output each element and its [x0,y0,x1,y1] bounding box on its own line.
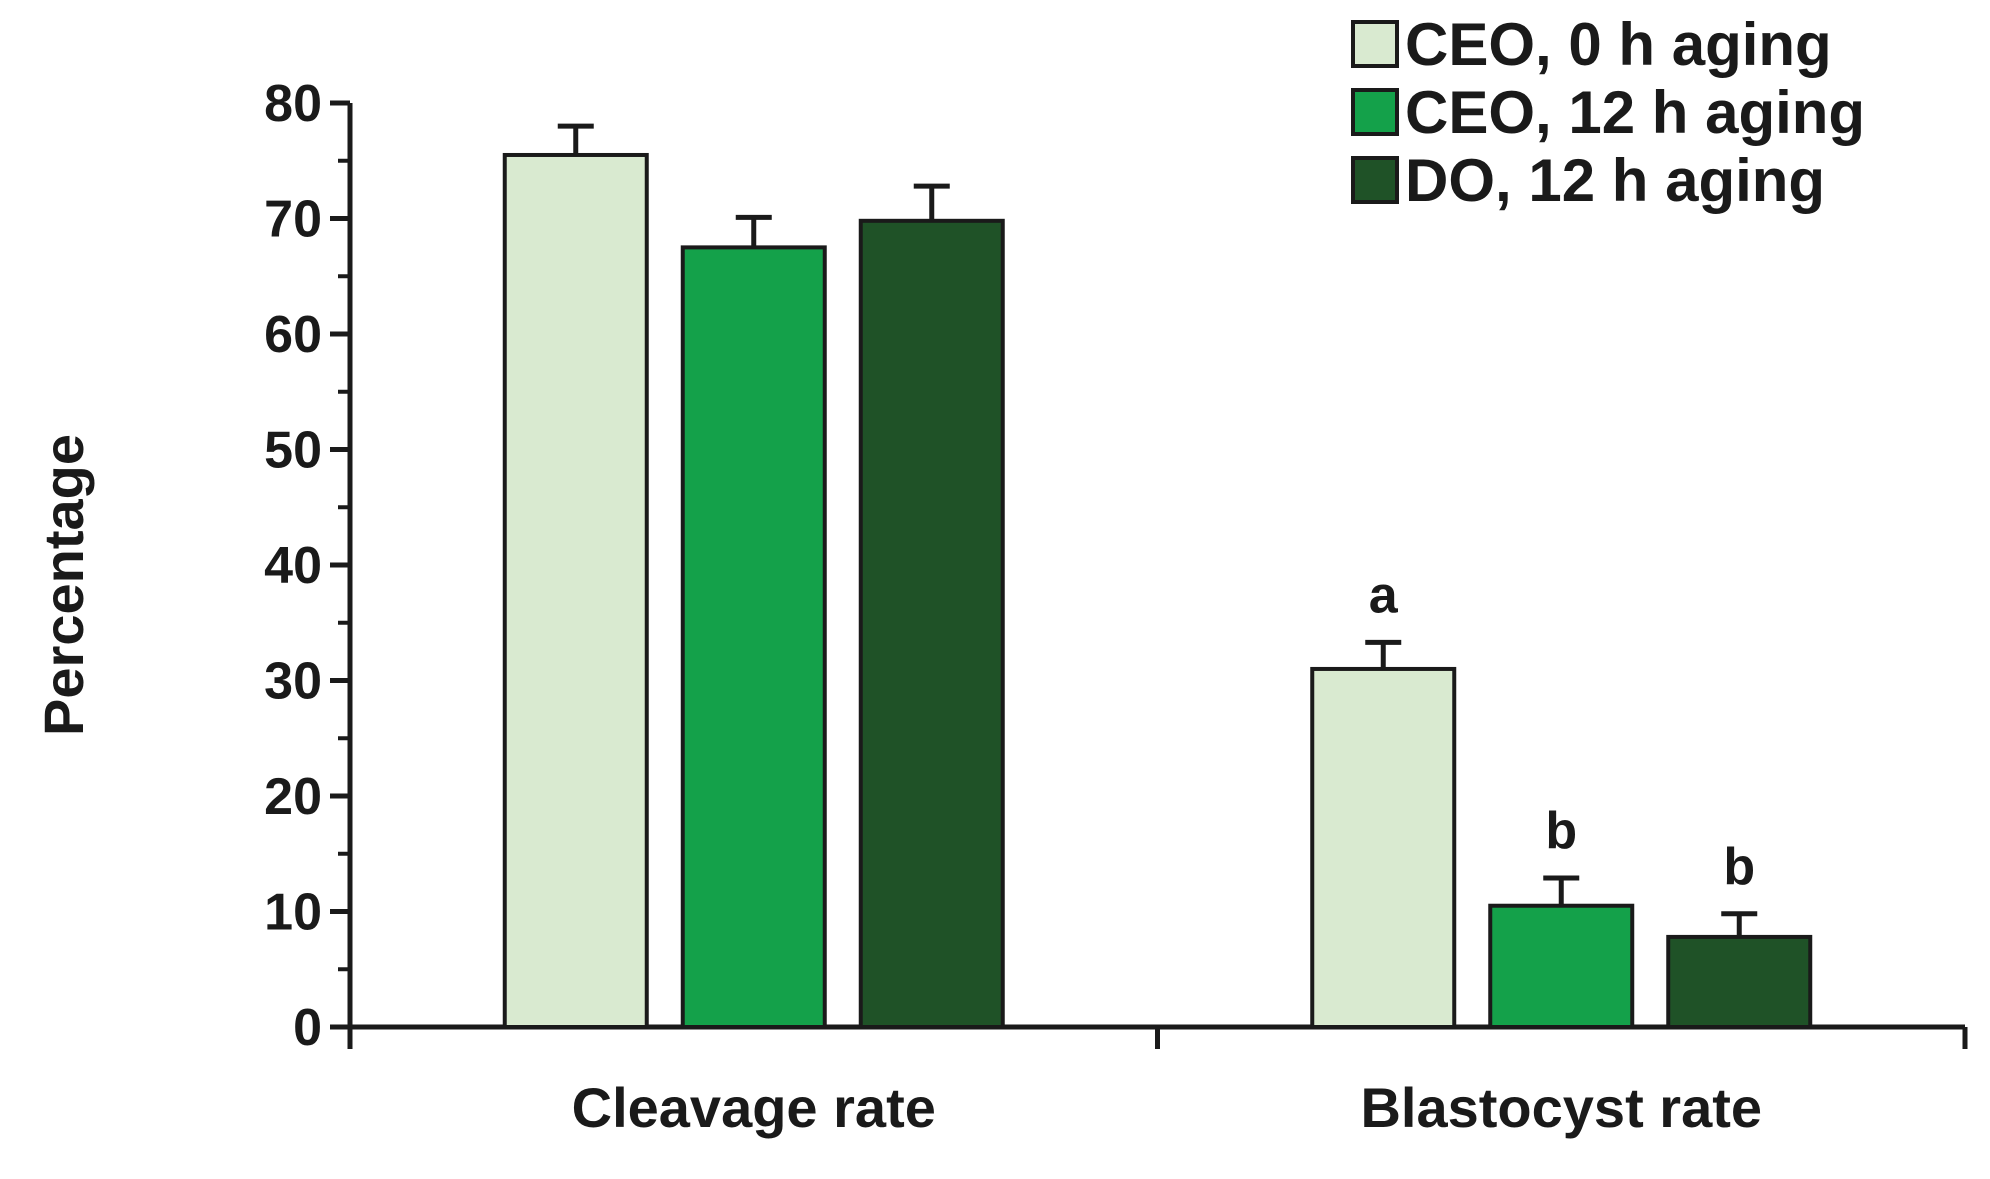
legend-swatch [1351,88,1399,136]
y-tick-label: 50 [264,422,322,480]
legend-swatch [1351,20,1399,68]
significance-letter: b [1545,802,1577,860]
legend-label: DO, 12 h aging [1405,147,1825,214]
x-category-label: Cleavage rate [572,1076,936,1139]
bars [502,123,1813,1030]
x-axis: Cleavage rate Blastocyst rate [347,1024,1968,1139]
y-tick-label: 70 [264,191,322,249]
bar [858,218,1005,1029]
bar [680,245,827,1029]
bar [1488,903,1635,1029]
bar [1310,666,1457,1029]
x-category-label: Blastocyst rate [1360,1076,1762,1139]
legend-label: CEO, 12 h aging [1405,79,1865,146]
legend-swatch [1351,156,1399,204]
y-tick-label: 80 [264,75,322,133]
y-tick-label: 40 [264,537,322,595]
bar [502,152,649,1030]
y-tick-label: 60 [264,306,322,364]
y-tick-label: 30 [264,653,322,711]
y-tick-label: 0 [293,999,322,1057]
y-tick-label: 20 [264,768,322,826]
annotations: a b b [1369,566,1755,895]
significance-letter: b [1723,838,1755,896]
bar [1666,934,1813,1029]
y-tick-label: 10 [264,884,322,942]
significance-letter: a [1369,566,1399,624]
y-axis-label: Percentage [32,434,95,736]
legend-label: CEO, 0 h aging [1405,11,1832,78]
y-axis: 0 10 20 30 40 50 60 70 80 [264,75,353,1057]
